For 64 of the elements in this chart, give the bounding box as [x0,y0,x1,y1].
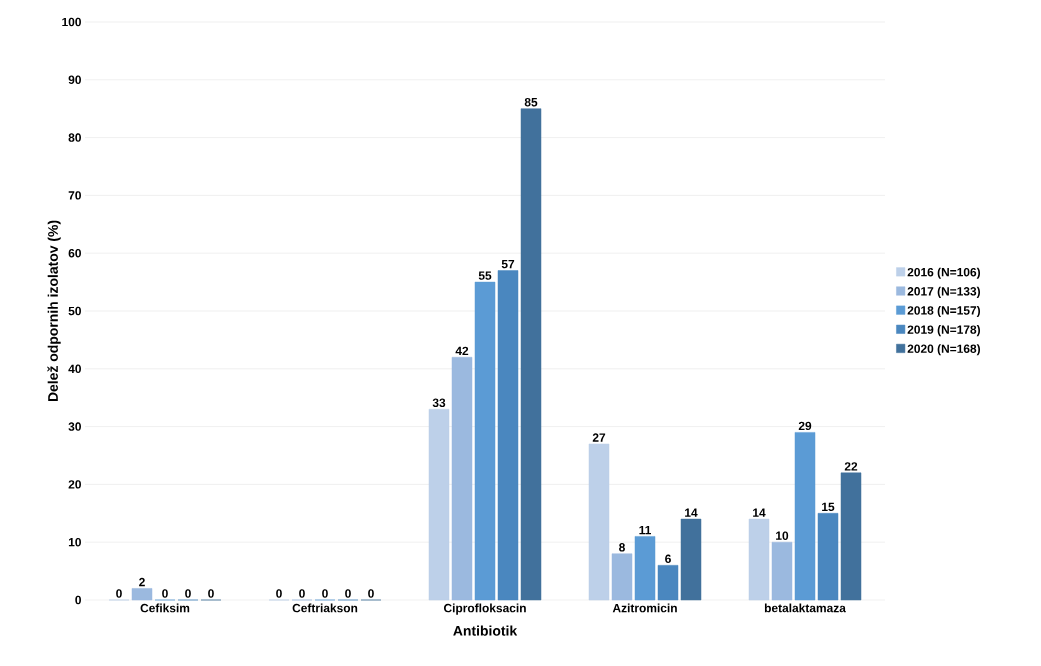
legend-label: 2019 (N=178) [907,325,981,337]
data-label: 0 [276,589,282,598]
data-label: 8 [619,543,625,552]
bar [497,270,519,601]
bar [771,541,793,601]
data-label: 0 [185,589,191,598]
bar [840,472,862,601]
data-label: 85 [524,97,538,107]
bar [794,432,816,601]
data-label: 27 [592,433,606,442]
data-label: 0 [162,589,168,598]
y-tick-label: 90 [68,75,81,85]
bar [474,281,496,601]
data-label: 22 [844,462,858,471]
data-label: 10 [776,531,789,540]
data-label: 0 [208,589,214,598]
y-axis-title: Delež odpornih izolatov (%) [47,220,61,402]
legend-label: 2016 (N=106) [907,267,981,279]
bar [657,565,679,601]
data-label: 14 [753,508,766,517]
x-tick-label: Cefiksim [140,603,190,613]
data-label: 15 [822,502,835,512]
y-tick-label: 60 [68,248,81,258]
data-label: 42 [455,346,469,355]
data-label: 0 [322,589,328,598]
data-label: 29 [798,421,812,431]
y-tick-label: 80 [68,133,81,142]
legend-label: 2017 (N=133) [907,286,981,298]
bar [588,443,610,601]
data-label: 6 [665,554,671,564]
y-tick-label: 0 [75,595,81,605]
legend-label: 2018 (N=157) [907,305,981,318]
x-tick-label: Ceftriakson [292,603,358,613]
data-label: 33 [432,398,446,408]
x-tick-label: Ciprofloksacin [443,603,526,615]
data-label: 0 [368,589,374,598]
y-tick-label: 30 [68,422,81,431]
data-label: 55 [478,271,492,280]
x-tick-label: betalaktamaza [764,603,846,613]
data-label: 57 [501,259,515,269]
data-label: 0 [345,589,351,598]
bar [611,553,633,601]
y-tick-label: 10 [68,537,81,547]
data-label: 14 [685,508,698,517]
bar [634,536,656,601]
y-tick-label: 50 [68,306,81,316]
x-axis-title: Antibiotik [453,625,518,636]
bar [748,518,770,601]
y-tick-label: 100 [62,17,81,27]
legend-label: 2020 (N=168) [907,344,981,356]
x-tick-label: Azitromicin [612,603,677,613]
data-label: 0 [116,589,122,598]
bar [817,513,839,601]
data-label: 2 [139,577,145,587]
data-label: 0 [299,589,305,598]
y-tick-label: 20 [68,480,81,489]
bar [428,409,450,601]
bar [131,588,153,601]
y-tick-label: 40 [68,364,81,374]
bar [680,518,702,601]
bar [451,356,473,601]
data-label: 11 [639,525,651,535]
y-tick-label: 70 [68,191,81,200]
bar [520,108,542,601]
